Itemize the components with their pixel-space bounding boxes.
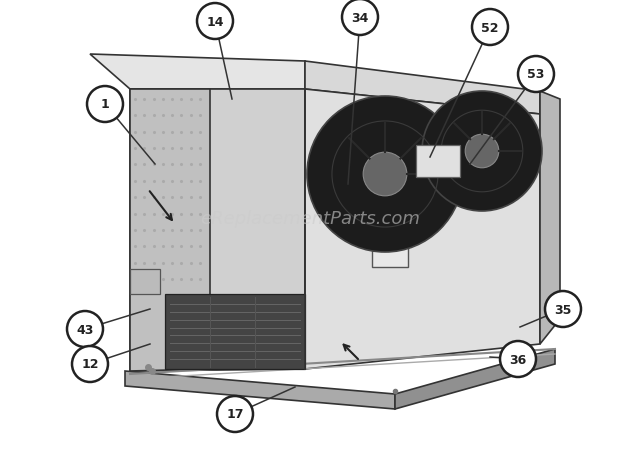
Circle shape	[363, 153, 407, 197]
Text: 52: 52	[481, 21, 498, 35]
Circle shape	[87, 87, 123, 123]
Text: 14: 14	[206, 15, 224, 29]
Circle shape	[500, 341, 536, 377]
Polygon shape	[90, 55, 305, 90]
Polygon shape	[305, 62, 540, 115]
Text: 34: 34	[352, 11, 369, 25]
Circle shape	[67, 311, 103, 347]
Text: 12: 12	[81, 358, 99, 371]
Circle shape	[197, 4, 233, 40]
Text: 43: 43	[76, 323, 94, 336]
Circle shape	[545, 291, 581, 327]
Text: 1: 1	[100, 98, 109, 111]
Circle shape	[72, 346, 108, 382]
Polygon shape	[395, 349, 555, 409]
Text: 53: 53	[528, 68, 545, 81]
Polygon shape	[125, 371, 395, 409]
Circle shape	[422, 92, 542, 212]
Polygon shape	[372, 232, 408, 268]
Circle shape	[465, 135, 499, 168]
Polygon shape	[130, 269, 160, 294]
Text: 17: 17	[226, 408, 244, 420]
Polygon shape	[130, 90, 305, 371]
Circle shape	[518, 57, 554, 93]
Text: eReplacementParts.com: eReplacementParts.com	[200, 209, 420, 228]
Text: 35: 35	[554, 303, 572, 316]
Polygon shape	[130, 90, 210, 371]
Polygon shape	[305, 90, 540, 369]
Circle shape	[217, 396, 253, 432]
Circle shape	[342, 0, 378, 36]
Text: 36: 36	[510, 353, 526, 366]
Circle shape	[472, 10, 508, 46]
Polygon shape	[416, 146, 460, 177]
Polygon shape	[165, 294, 305, 369]
Polygon shape	[540, 92, 560, 344]
Circle shape	[307, 97, 463, 253]
